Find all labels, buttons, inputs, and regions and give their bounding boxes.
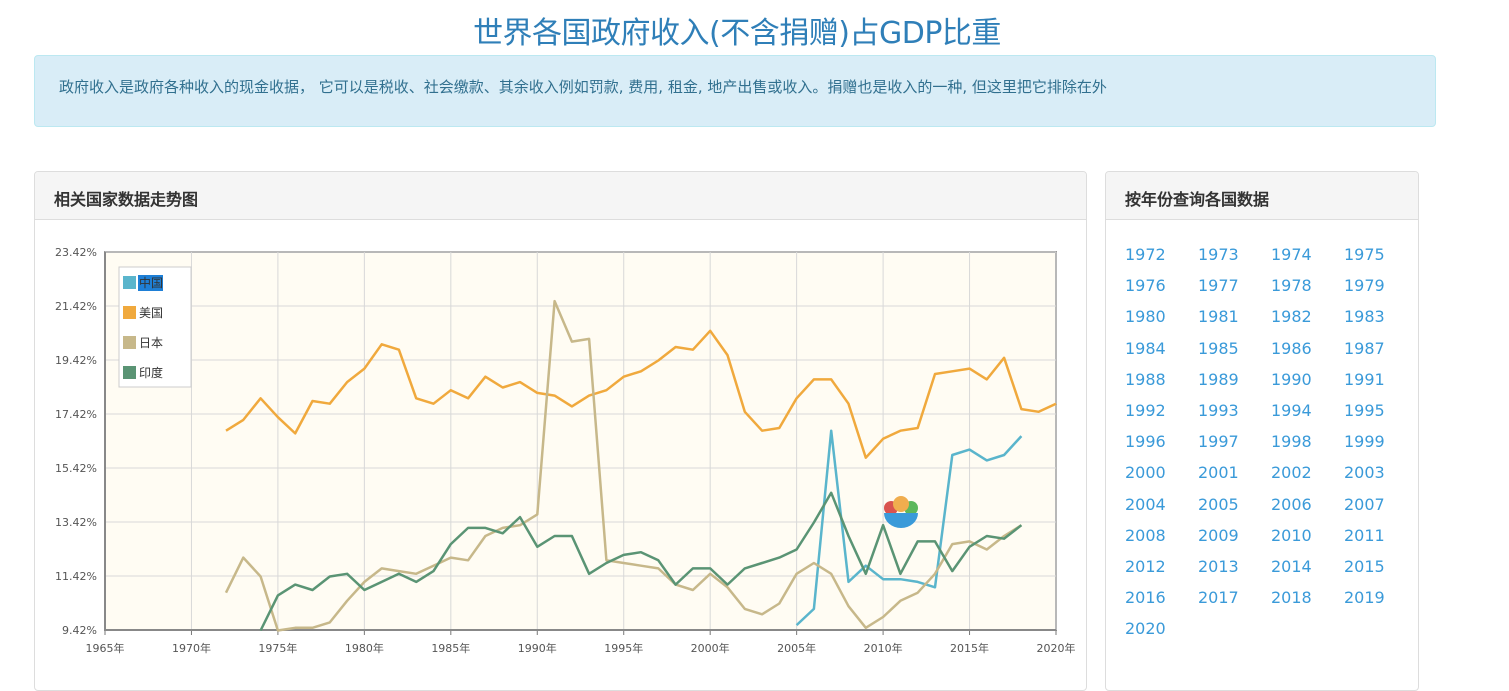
year-link-2013[interactable]: 2013 <box>1198 557 1239 576</box>
year-link-1989[interactable]: 1989 <box>1198 369 1239 389</box>
year-link-2001[interactable]: 2001 <box>1198 463 1239 483</box>
x-tick-label: 2015年 <box>950 641 989 655</box>
y-tick-label: 15.42% <box>55 462 97 475</box>
y-tick-label: 13.42% <box>55 516 97 529</box>
year-link-1984[interactable]: 1984 <box>1125 338 1166 358</box>
year-link-1993[interactable]: 1993 <box>1198 401 1239 420</box>
loading-icon-part <box>893 496 909 512</box>
legend-swatch-usa <box>123 306 136 319</box>
trend-chart[interactable]: 9.42% 11.42% 13.42% 15.42% 17.42% 19.42% 21.42… <box>35 220 1087 691</box>
year-link-1995[interactable]: 1995 <box>1344 401 1385 420</box>
year-link-1973[interactable]: 1973 <box>1198 245 1239 264</box>
chart-panel-title: 相关国家数据走势图 <box>54 190 199 209</box>
year-link-2005[interactable]: 2005 <box>1198 494 1239 514</box>
year-link-2009[interactable]: 2009 <box>1198 525 1239 545</box>
series-line-usa[interactable] <box>225 329 1057 459</box>
year-link-1999[interactable]: 1999 <box>1344 432 1385 452</box>
year-panel: 按年份查询各国数据 1972 1973 1974 1975 1976 1977 1978 19… <box>1105 171 1419 691</box>
year-link-2016[interactable]: 2016 <box>1125 588 1166 608</box>
series-line-india[interactable] <box>259 491 1023 632</box>
legend-label-india[interactable]: 印度 <box>139 365 163 380</box>
year-link-1972[interactable]: 1972 <box>1125 245 1166 264</box>
x-tick-label: 1975年 <box>258 641 297 655</box>
x-tick-label: 1985年 <box>431 641 470 655</box>
legend-selection-highlight <box>138 275 163 291</box>
legend-swatch-china <box>123 276 136 289</box>
year-link-2003[interactable]: 2003 <box>1344 463 1385 483</box>
year-link-1981[interactable]: 1981 <box>1198 307 1239 327</box>
year-link-2004[interactable]: 2004 <box>1125 494 1166 514</box>
y-tick-label: 23.42% <box>55 246 97 259</box>
year-link-1978[interactable]: 1978 <box>1271 276 1312 296</box>
year-link-2019[interactable]: 2019 <box>1344 588 1385 608</box>
description-box: 政府收入是政府各种收入的现金收据， 它可以是税收、社会缴款、其余收入例如罚款, … <box>34 55 1436 127</box>
year-link-1986[interactable]: 1986 <box>1271 338 1312 358</box>
year-link-1985[interactable]: 1985 <box>1198 338 1239 358</box>
year-link-1996[interactable]: 1996 <box>1125 432 1166 452</box>
legend-label-china[interactable]: 中国 <box>139 275 163 290</box>
legend-label-usa[interactable]: 美国 <box>139 306 163 320</box>
plot-area <box>104 251 1057 631</box>
x-tick-label: 2020年 <box>1037 641 1076 655</box>
year-link-1987[interactable]: 1987 <box>1344 338 1385 358</box>
year-link-1975[interactable]: 1975 <box>1344 245 1385 264</box>
y-tick-label: 11.42% <box>55 570 97 583</box>
x-tick-label: 1980年 <box>345 641 384 655</box>
year-link-2008[interactable]: 2008 <box>1125 525 1166 545</box>
year-link-2012[interactable]: 2012 <box>1125 557 1166 576</box>
year-panel-title: 按年份查询各国数据 <box>1125 190 1270 209</box>
year-link-2002[interactable]: 2002 <box>1271 463 1312 483</box>
x-tick-label: 1990年 <box>518 641 557 655</box>
x-tick-label: 2010年 <box>864 641 903 655</box>
year-link-2010[interactable]: 2010 <box>1271 525 1312 545</box>
x-tick-label: 2005年 <box>777 641 816 655</box>
page-title: 世界各国政府收入(不含捐赠)占GDP比重 <box>473 16 1001 51</box>
year-link-1990[interactable]: 1990 <box>1271 369 1312 389</box>
year-link-1980[interactable]: 1980 <box>1125 307 1166 327</box>
chart-panel-header: 相关国家数据走势图 <box>35 172 1086 220</box>
chart-panel: 相关国家数据走势图 9.42% 11.42% 13.42% 15.42% 17.42% 1… <box>34 171 1087 691</box>
year-link-2020[interactable]: 2020 <box>1125 619 1166 639</box>
loading-icon <box>884 496 918 528</box>
year-link-2000[interactable]: 2000 <box>1125 463 1166 483</box>
y-tick-label: 21.42% <box>55 300 97 313</box>
y-tick-label: 19.42% <box>55 354 97 367</box>
series-line-japan[interactable] <box>224 299 1023 632</box>
year-link-2011[interactable]: 2011 <box>1344 525 1385 545</box>
legend-label-japan[interactable]: 日本 <box>139 336 163 350</box>
year-link-2015[interactable]: 2015 <box>1344 557 1385 576</box>
year-link-1982[interactable]: 1982 <box>1271 307 1312 327</box>
year-link-1983[interactable]: 1983 <box>1344 307 1385 327</box>
year-link-2018[interactable]: 2018 <box>1271 588 1312 608</box>
year-link-1988[interactable]: 1988 <box>1125 369 1166 389</box>
year-link-2007[interactable]: 2007 <box>1344 494 1385 514</box>
year-link-1994[interactable]: 1994 <box>1271 401 1312 420</box>
series-line-china[interactable] <box>795 429 1023 627</box>
year-link-1977[interactable]: 1977 <box>1198 276 1239 296</box>
loading-icon-part <box>884 513 918 528</box>
year-link-1997[interactable]: 1997 <box>1198 432 1239 452</box>
legend-swatch-japan <box>123 336 136 349</box>
year-panel-header: 按年份查询各国数据 <box>1106 172 1418 220</box>
year-link-2014[interactable]: 2014 <box>1271 557 1312 576</box>
y-tick-label: 9.42% <box>62 624 97 637</box>
x-tick-label: 2000年 <box>691 641 730 655</box>
y-tick-label: 17.42% <box>55 408 97 421</box>
x-tick-label: 1970年 <box>172 641 211 655</box>
year-link-2006[interactable]: 2006 <box>1271 494 1312 514</box>
year-link-2017[interactable]: 2017 <box>1198 588 1239 608</box>
year-link-1976[interactable]: 1976 <box>1125 276 1166 296</box>
year-link-1979[interactable]: 1979 <box>1344 276 1385 296</box>
x-tick-label: 1965年 <box>86 641 125 655</box>
legend-swatch-india <box>123 366 136 379</box>
x-tick-label: 1995年 <box>604 641 643 655</box>
year-link-1998[interactable]: 1998 <box>1271 432 1312 452</box>
year-link-1991[interactable]: 1991 <box>1344 369 1385 389</box>
year-link-1992[interactable]: 1992 <box>1125 401 1166 420</box>
description-text: 政府收入是政府各种收入的现金收据， 它可以是税收、社会缴款、其余收入例如罚款, … <box>59 78 1107 96</box>
year-link-1974[interactable]: 1974 <box>1271 245 1312 264</box>
